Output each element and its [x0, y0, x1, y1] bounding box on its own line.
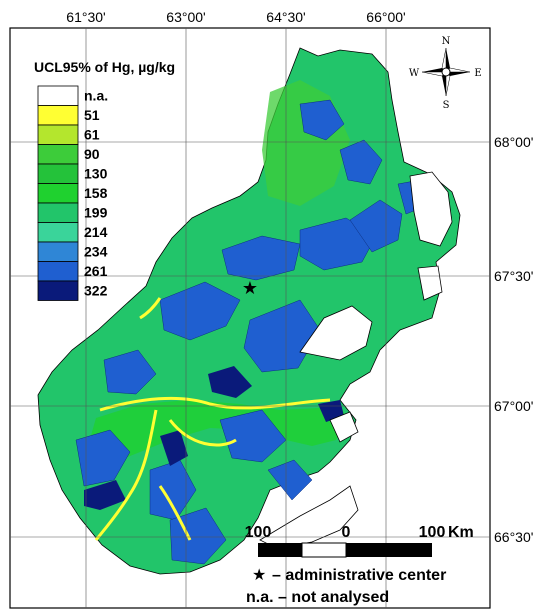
- legend-label: 199: [84, 205, 108, 221]
- compass-s: S: [443, 100, 450, 111]
- legend-label: n.a.: [84, 88, 108, 104]
- lon-label-1: 61°30': [66, 9, 105, 25]
- scale-left-label: 100: [245, 524, 272, 541]
- legend-swatch: [37, 202, 79, 223]
- yellow-streams: [94, 297, 331, 541]
- scale-unit: Km: [448, 524, 474, 541]
- legend-label: 158: [84, 185, 108, 201]
- legend-items: n.a. 51 61 90 130 158 199 214 234 261 322: [37, 85, 108, 301]
- legend-swatch: [37, 280, 79, 301]
- legend-label: 130: [84, 166, 108, 182]
- legend-label: 51: [84, 107, 100, 123]
- legend-swatch: [37, 144, 79, 165]
- lat-label-4: 66°30': [494, 529, 533, 545]
- note-admin-center: – administrative center: [272, 567, 446, 584]
- scale-right-label: 100: [419, 524, 446, 541]
- star-icon: ★: [242, 278, 258, 299]
- note-star-icon: ★: [252, 565, 266, 584]
- lat-label-2: 67°30': [494, 268, 533, 284]
- compass-rose-icon: N S E W: [409, 36, 482, 111]
- legend-swatch: [37, 241, 79, 262]
- legend-swatch: [37, 85, 79, 106]
- legend-swatch: [37, 261, 79, 282]
- legend-swatch: [37, 124, 79, 145]
- dark-zones: [84, 366, 344, 510]
- lon-label-3: 64°30': [266, 9, 305, 25]
- lon-label-4: 66°00': [366, 9, 405, 25]
- na-zones: [259, 171, 453, 549]
- graticule: [10, 28, 490, 608]
- legend-swatch: [37, 105, 79, 126]
- legend-label: 261: [84, 263, 108, 279]
- scale-bar: 100 0 100 Km: [245, 524, 474, 558]
- legend-swatch: [37, 163, 79, 184]
- lon-label-2: 63°00': [166, 9, 205, 25]
- legend-label: 61: [84, 127, 100, 143]
- lat-label-3: 67°00': [494, 398, 533, 414]
- legend-title: UCL95% of Hg, µg/kg: [34, 59, 175, 75]
- legend-label: 90: [84, 146, 100, 162]
- scale-mid-label: 0: [342, 524, 351, 541]
- lat-label-1: 68°00': [494, 134, 533, 150]
- legend-label: 234: [84, 244, 108, 260]
- legend-label: 214: [84, 224, 108, 240]
- compass-n: N: [442, 36, 451, 47]
- legend-label: 322: [84, 283, 108, 299]
- compass-e: E: [474, 68, 481, 79]
- legend-swatch: [37, 222, 79, 243]
- legend-swatch: [37, 183, 79, 204]
- note-not-analysed: n.a. – not analysed: [246, 589, 389, 606]
- blue-zones: [75, 99, 427, 565]
- legend: UCL95% of Hg, µg/kg n.a. 51 61 90 130 158 199 2…: [34, 59, 175, 301]
- compass-w: W: [409, 68, 420, 79]
